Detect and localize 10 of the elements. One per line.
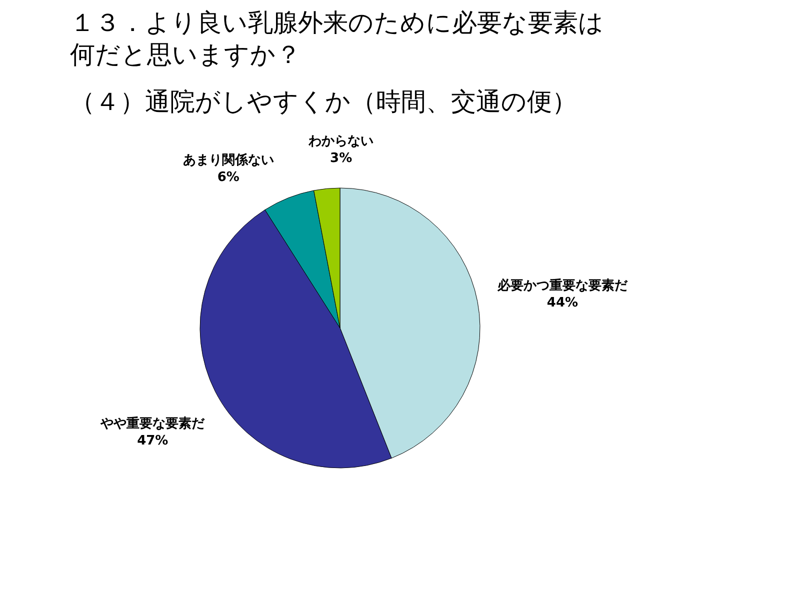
- data-label: 6%: [217, 170, 240, 186]
- data-label: 3%: [330, 150, 352, 166]
- slice-label: 必要かつ重要な要素だ: [496, 278, 628, 294]
- chart-title: １３．より良い乳腺外来のために必要な要素は何だと思いますか？: [70, 8, 604, 69]
- chart-subtitle: （４）通院がしやすくか（時間、交通の便）: [70, 86, 577, 116]
- data-label: 44%: [546, 296, 578, 311]
- slice-label: やや重要な要素だ: [100, 415, 206, 432]
- slice-label: わからない: [308, 134, 374, 149]
- slice-label: あまり関係ない: [182, 153, 274, 168]
- data-label: 47%: [137, 433, 168, 448]
